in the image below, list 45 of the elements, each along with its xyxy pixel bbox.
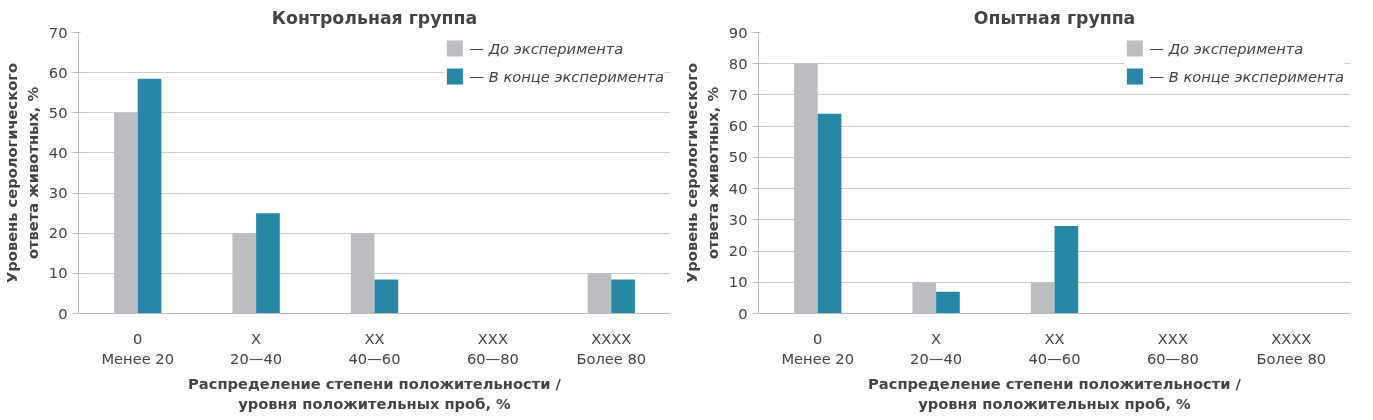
y-tick-label: 50 (728, 148, 748, 166)
legend-label: — В конце эксперимента (1149, 67, 1344, 85)
x-tick-label: XX 40—60 (348, 329, 401, 367)
y-tick-label: 30 (728, 210, 748, 228)
bar (817, 113, 842, 314)
x-tick-label: XXX 60—80 (1146, 329, 1199, 367)
x-tick-label: 0 Менее 20 (781, 329, 854, 367)
y-tick-label: 30 (48, 184, 68, 202)
y-tick-label: 0 (738, 304, 748, 322)
x-axis-title: Распределение степени положительности / уровня положительных проб, % (868, 374, 1242, 413)
legend-label: — До эксперимента (469, 39, 624, 57)
y-tick-label: 60 (728, 117, 748, 135)
x-tick-label: XXXX Более 80 (1256, 329, 1327, 367)
bar (1054, 226, 1079, 314)
y-tick-label: 20 (48, 224, 68, 242)
bar (137, 78, 162, 314)
bar (374, 279, 399, 314)
y-tick-label: 40 (728, 179, 748, 197)
y-tick-label: 60 (48, 63, 68, 81)
x-axis-title: Распределение степени положительности / уровня положительных проб, % (188, 374, 562, 413)
chart-title: Опытная группа (973, 7, 1136, 28)
legend-label: — В конце эксперимента (469, 67, 664, 85)
x-tick-label: X 20—40 (230, 329, 283, 367)
chart-title: Контрольная группа (271, 7, 478, 28)
y-tick-label: 70 (48, 23, 68, 41)
y-tick-label: 50 (48, 103, 68, 121)
y-tick-label: 10 (728, 273, 748, 291)
bar (936, 291, 960, 314)
x-tick-label: XXX 60—80 (466, 329, 519, 367)
y-axis-title: Уровень серологического ответа животных, % (683, 63, 721, 283)
x-tick-label: XX 40—60 (1028, 329, 1081, 367)
y-tick-label: 90 (728, 23, 748, 41)
y-axis-title: Уровень серологического ответа животных, % (3, 63, 41, 283)
x-tick-label: X 20—40 (910, 329, 963, 367)
bar (611, 279, 635, 314)
y-tick-label: 10 (48, 264, 68, 282)
y-tick-label: 40 (48, 143, 68, 161)
legend-label: — До эксперимента (1149, 39, 1304, 57)
y-tick-label: 80 (728, 54, 748, 72)
y-tick-label: 0 (58, 304, 68, 322)
y-tick-label: 20 (728, 242, 748, 260)
x-tick-label: 0 Менее 20 (101, 329, 174, 367)
y-tick-label: 70 (728, 85, 748, 103)
bar (256, 213, 280, 314)
x-tick-label: XXXX Более 80 (576, 329, 647, 367)
